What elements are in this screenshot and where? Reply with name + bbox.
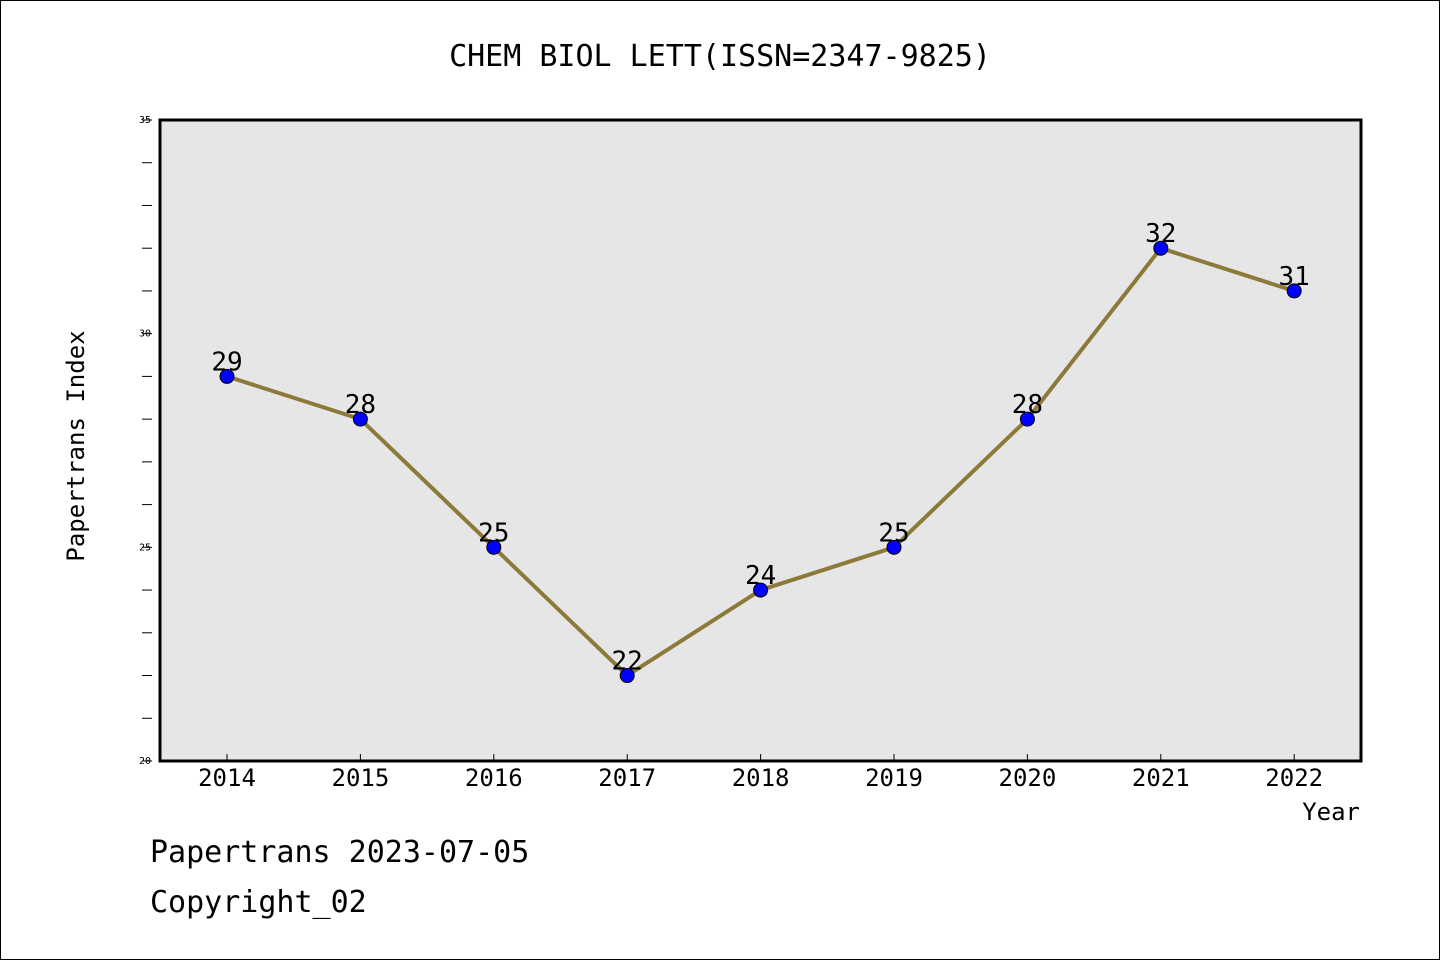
data-label: 28 xyxy=(345,390,376,420)
data-point xyxy=(1286,283,1302,299)
data-point xyxy=(486,539,502,555)
data-point xyxy=(886,539,902,555)
x-tick-label: 2018 xyxy=(732,764,790,792)
data-point xyxy=(753,582,769,598)
x-tick-label: 2019 xyxy=(865,764,923,792)
y-axis-label: Papertrans Index xyxy=(62,330,90,561)
data-point xyxy=(1019,411,1035,427)
x-axis-ticks: 2014 2015 2016 2017 2018 2019 2020 2021 2022 xyxy=(198,754,1323,792)
data-label: 24 xyxy=(745,561,776,591)
data-label: 28 xyxy=(1012,390,1043,420)
data-point xyxy=(1153,240,1169,256)
series-layer: 29 28 25 22 24 25 28 32 31 xyxy=(211,219,1310,684)
data-point xyxy=(219,368,235,384)
y-tick-label: 20 xyxy=(139,756,151,767)
x-tick-label: 2017 xyxy=(598,764,656,792)
x-axis-label: Year xyxy=(1302,798,1360,826)
x-tick-label: 2016 xyxy=(465,764,523,792)
y-tick-label: 25 xyxy=(139,542,151,553)
y-tick-label: 30 xyxy=(139,329,151,340)
y-tick-label: 35 xyxy=(139,115,151,126)
x-tick-label: 2015 xyxy=(332,764,390,792)
x-tick-label: 2021 xyxy=(1132,764,1190,792)
footer-date: Papertrans 2023-07-05 xyxy=(150,835,530,870)
plot-area xyxy=(158,118,1363,763)
x-tick-label: 2014 xyxy=(198,764,256,792)
data-point xyxy=(352,411,368,427)
chart-title: CHEM BIOL LETT(ISSN=2347-9825) xyxy=(449,39,991,74)
x-tick-label: 2020 xyxy=(999,764,1057,792)
data-label: 22 xyxy=(612,647,643,677)
y-axis-ticks: 20 25 30 35 xyxy=(139,115,152,767)
x-tick-label: 2022 xyxy=(1265,764,1323,792)
data-label: 25 xyxy=(878,518,909,548)
data-label: 31 xyxy=(1279,262,1310,292)
footer-copyright: Copyright_02 xyxy=(150,885,367,920)
data-label: 25 xyxy=(478,518,509,548)
data-label: 29 xyxy=(211,347,242,377)
data-point xyxy=(619,668,635,684)
data-label: 32 xyxy=(1145,219,1176,249)
